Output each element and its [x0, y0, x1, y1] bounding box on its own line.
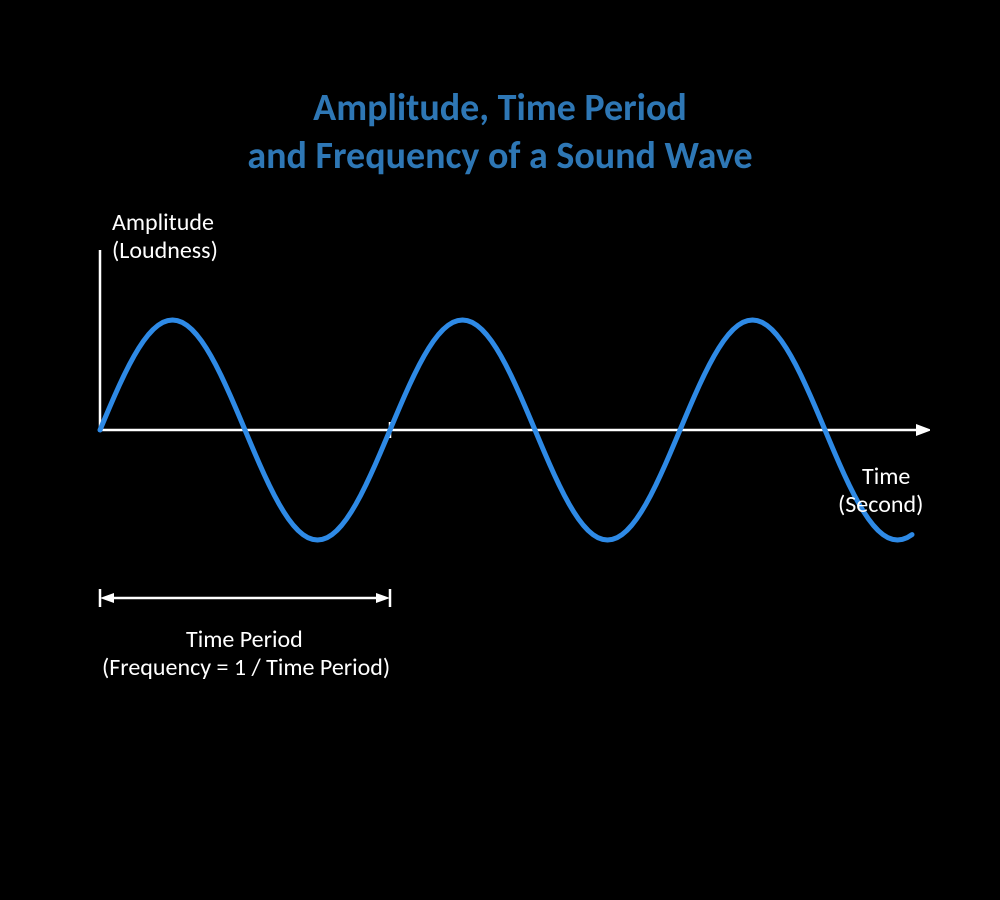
x-axis-label-top: Time	[862, 462, 910, 491]
x-axis-label-bottom: (Second)	[838, 490, 923, 519]
title-line-2: and Frequency of a Sound Wave	[0, 133, 1000, 181]
title-line-1: Amplitude, Time Period	[0, 85, 1000, 133]
y-axis-label-bottom: (Loudness)	[112, 236, 218, 265]
diagram-title: Amplitude, Time Period and Frequency of …	[0, 85, 1000, 180]
time-period-label: Time Period	[186, 625, 303, 654]
wave-chart: Amplitude (Loudness) Time (Second) Time …	[70, 250, 930, 670]
chart-svg	[70, 250, 930, 670]
frequency-label: (Frequency = 1 / Time Period)	[102, 653, 390, 682]
y-axis-label-top: Amplitude	[112, 208, 214, 237]
